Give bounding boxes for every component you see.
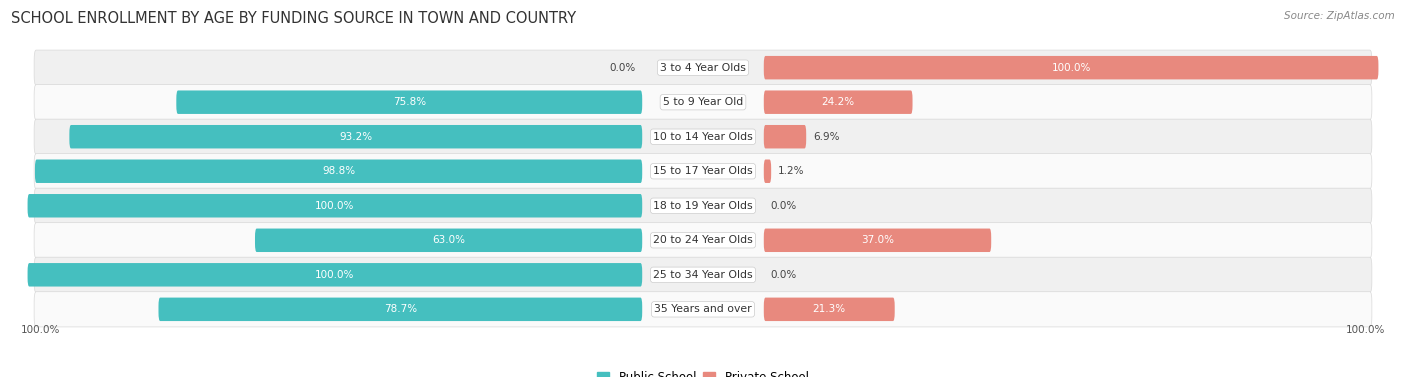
FancyBboxPatch shape [763, 297, 894, 321]
Text: 21.3%: 21.3% [813, 304, 846, 314]
Legend: Public School, Private School: Public School, Private School [593, 366, 813, 377]
Text: 63.0%: 63.0% [432, 235, 465, 245]
FancyBboxPatch shape [763, 56, 1378, 80]
FancyBboxPatch shape [176, 90, 643, 114]
Text: 98.8%: 98.8% [322, 166, 356, 176]
FancyBboxPatch shape [763, 159, 770, 183]
Text: 24.2%: 24.2% [821, 97, 855, 107]
FancyBboxPatch shape [34, 84, 1372, 120]
Text: 100.0%: 100.0% [1346, 325, 1385, 335]
Text: 100.0%: 100.0% [21, 325, 60, 335]
Text: 78.7%: 78.7% [384, 304, 418, 314]
FancyBboxPatch shape [159, 297, 643, 321]
FancyBboxPatch shape [763, 90, 912, 114]
Text: 100.0%: 100.0% [1052, 63, 1091, 73]
Text: 15 to 17 Year Olds: 15 to 17 Year Olds [654, 166, 752, 176]
Text: 100.0%: 100.0% [315, 270, 354, 280]
FancyBboxPatch shape [34, 188, 1372, 223]
FancyBboxPatch shape [28, 194, 643, 218]
FancyBboxPatch shape [34, 292, 1372, 327]
FancyBboxPatch shape [763, 125, 806, 149]
FancyBboxPatch shape [34, 257, 1372, 293]
Text: 37.0%: 37.0% [860, 235, 894, 245]
Text: 25 to 34 Year Olds: 25 to 34 Year Olds [654, 270, 752, 280]
FancyBboxPatch shape [34, 154, 1372, 189]
Text: 75.8%: 75.8% [392, 97, 426, 107]
FancyBboxPatch shape [763, 228, 991, 252]
Text: 10 to 14 Year Olds: 10 to 14 Year Olds [654, 132, 752, 142]
Text: 0.0%: 0.0% [770, 270, 797, 280]
Text: 18 to 19 Year Olds: 18 to 19 Year Olds [654, 201, 752, 211]
Text: 93.2%: 93.2% [339, 132, 373, 142]
Text: SCHOOL ENROLLMENT BY AGE BY FUNDING SOURCE IN TOWN AND COUNTRY: SCHOOL ENROLLMENT BY AGE BY FUNDING SOUR… [11, 11, 576, 26]
Text: 0.0%: 0.0% [770, 201, 797, 211]
Text: 35 Years and over: 35 Years and over [654, 304, 752, 314]
FancyBboxPatch shape [34, 223, 1372, 258]
Text: 3 to 4 Year Olds: 3 to 4 Year Olds [659, 63, 747, 73]
FancyBboxPatch shape [69, 125, 643, 149]
Text: 100.0%: 100.0% [315, 201, 354, 211]
Text: 6.9%: 6.9% [813, 132, 839, 142]
Text: 1.2%: 1.2% [778, 166, 804, 176]
Text: 5 to 9 Year Old: 5 to 9 Year Old [662, 97, 744, 107]
FancyBboxPatch shape [34, 50, 1372, 85]
FancyBboxPatch shape [28, 263, 643, 287]
FancyBboxPatch shape [34, 119, 1372, 154]
Text: 0.0%: 0.0% [609, 63, 636, 73]
FancyBboxPatch shape [35, 159, 643, 183]
FancyBboxPatch shape [254, 228, 643, 252]
Text: Source: ZipAtlas.com: Source: ZipAtlas.com [1284, 11, 1395, 21]
Text: 20 to 24 Year Olds: 20 to 24 Year Olds [654, 235, 752, 245]
